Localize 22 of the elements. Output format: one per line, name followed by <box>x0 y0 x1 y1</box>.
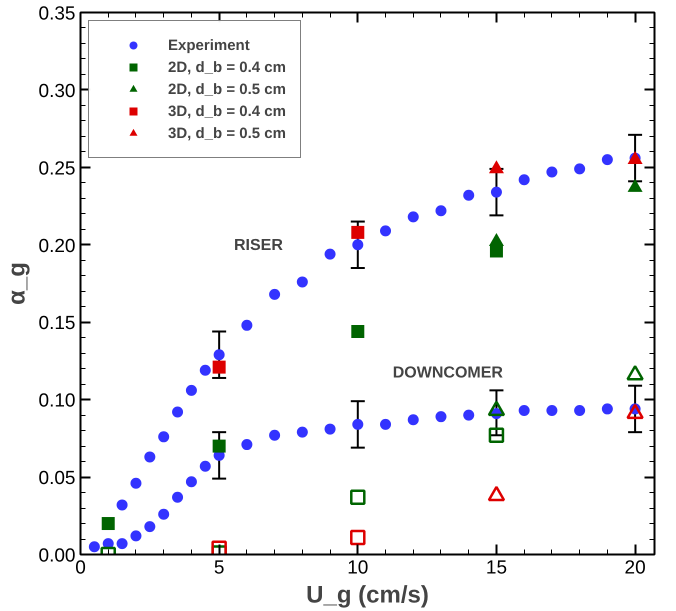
annotation: DOWNCOMER <box>392 364 504 382</box>
x-axis-title: U_g (cm/s) <box>306 582 429 608</box>
y-tick-label: 0.15 <box>38 313 76 334</box>
y-tick-label: 0.25 <box>38 158 76 180</box>
legend-label: 2D, d_b = 0.4 cm <box>168 58 286 76</box>
legend-label: 3D, d_b = 0.4 cm <box>168 102 286 120</box>
y-tick-label: 0.00 <box>38 546 76 566</box>
y-tick-label: 0.30 <box>38 80 76 102</box>
x-tick-label: 5 <box>214 558 224 578</box>
annotation: RISER <box>234 237 284 254</box>
legend-label: 3D, d_b = 0.5 cm <box>168 124 286 142</box>
y-tick-label: 0.20 <box>38 236 76 257</box>
legend-label: Experiment <box>168 36 250 54</box>
y-tick-label: 0.10 <box>38 390 76 412</box>
x-tick-label: 20 <box>624 558 646 578</box>
x-tick-label: 10 <box>347 558 368 578</box>
y-axis-title: α_g <box>4 262 31 305</box>
x-tick-label: 15 <box>486 558 508 578</box>
x-tick-label: 0 <box>75 558 86 578</box>
y-tick-label: 0.05 <box>38 468 76 490</box>
legend-label: 2D, d_b = 0.5 cm <box>168 80 286 98</box>
y-tick-label: 0.35 <box>38 4 76 24</box>
